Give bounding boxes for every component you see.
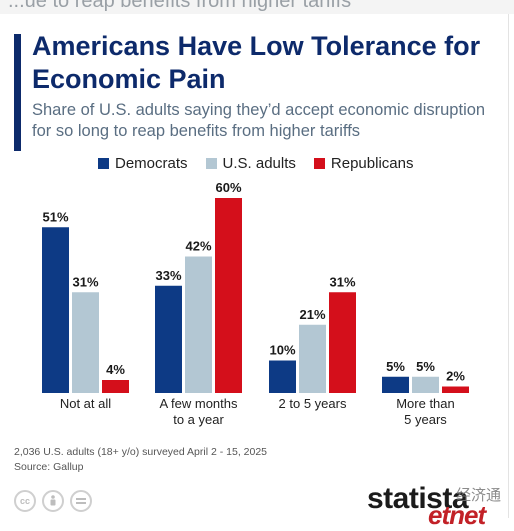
category-label-1-1: to a year	[173, 412, 224, 427]
bar-2-1	[299, 324, 326, 393]
survey-note: 2,036 U.S. adults (18+ y/o) surveyed Apr…	[14, 446, 268, 458]
chart-subtitle: Share of U.S. adults saying they’d accep…	[32, 101, 486, 140]
category-label-0-0: Not at all	[60, 396, 111, 411]
bar-0-2	[102, 380, 129, 393]
data-label-3-0: 5%	[386, 359, 405, 374]
legend-label-republicans: Republicans	[330, 154, 414, 172]
data-label-1-1: 42%	[185, 239, 211, 254]
cropped-header-text: ...ue to reap benefits from higher tarif…	[8, 0, 352, 12]
data-label-2-1: 21%	[299, 307, 325, 322]
legend-swatch-republicans	[313, 157, 325, 169]
bar-1-1	[185, 256, 212, 393]
statista-logo[interactable]: statista	[367, 482, 469, 515]
equals-glyph	[76, 498, 86, 504]
bar-0-0	[42, 227, 69, 393]
data-label-1-2: 60%	[215, 180, 241, 195]
chart-footnote: 2,036 U.S. adults (18+ y/o) surveyed Apr…	[14, 445, 267, 475]
bar-chart: 51% 31% 4% Not at all 33% 42% 60% A few monthst…	[42, 180, 469, 427]
person-glyph	[50, 495, 56, 506]
legend-item-republicans: Republicans	[313, 153, 414, 173]
bar-0-1	[72, 292, 99, 393]
category-label-3-1: 5 years	[404, 412, 447, 427]
legend-label-us-adults: U.S. adults	[222, 154, 296, 172]
cc-icon[interactable]: cc	[14, 490, 36, 512]
infographic-card: Americans Have Low Tolerance for Economi…	[0, 14, 509, 530]
by-icon[interactable]	[42, 490, 64, 512]
title-accent-bar	[14, 34, 21, 151]
bar-2-2	[329, 292, 356, 393]
bar-1-2	[215, 198, 242, 393]
data-label-0-2: 4%	[106, 362, 125, 377]
legend-item-us-adults: U.S. adults	[205, 153, 296, 173]
category-label-1-0: A few months	[159, 396, 238, 411]
category-label-3-0: More than	[396, 396, 455, 411]
nd-icon[interactable]	[70, 490, 92, 512]
bar-3-0	[382, 376, 409, 393]
cropped-header-strip: ...ue to reap benefits from higher tarif…	[0, 0, 514, 14]
bar-3-2	[442, 386, 469, 393]
source-note: Source: Gallup	[14, 461, 84, 473]
data-label-3-2: 2%	[446, 369, 465, 384]
license-icons: cc	[14, 490, 92, 512]
legend-swatch-us-adults	[205, 157, 217, 169]
legend-swatch-democrats	[98, 157, 109, 169]
bar-3-1	[412, 376, 439, 393]
data-label-0-1: 31%	[72, 274, 98, 289]
legend-label-democrats: Democrats	[115, 154, 188, 172]
legend-item-democrats: Democrats	[98, 153, 188, 173]
bar-2-0	[269, 360, 296, 393]
watermark-chinese: 经济通	[456, 486, 502, 504]
data-label-2-2: 31%	[329, 274, 355, 289]
chart-title: Americans Have Low Tolerance for Economi…	[32, 31, 481, 94]
category-label-2-0: 2 to 5 years	[279, 396, 347, 411]
data-label-2-0: 10%	[269, 343, 295, 358]
chart-legend: Democrats U.S. adults Republicans	[98, 153, 431, 173]
data-label-1-0: 33%	[155, 268, 181, 283]
data-label-0-0: 51%	[42, 209, 68, 224]
bar-1-0	[155, 285, 182, 393]
data-label-3-1: 5%	[416, 359, 435, 374]
